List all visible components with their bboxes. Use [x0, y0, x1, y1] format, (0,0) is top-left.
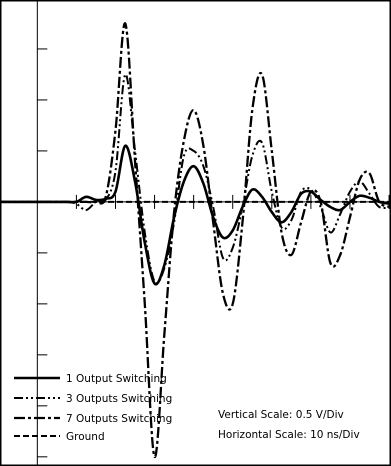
series-layer	[0, 22, 391, 458]
legend-label-1-output: 1 Output Switching	[66, 373, 167, 385]
horizontal-scale-note: Horizontal Scale: 10 ns/Div	[218, 429, 360, 441]
vertical-scale-note: Vertical Scale: 0.5 V/Div	[218, 409, 344, 421]
legend-label-3-outputs: 3 Outputs Switching	[66, 393, 172, 405]
legend-label-7-outputs: 7 Outputs Switching	[66, 413, 172, 425]
series-line-1-output-switching	[0, 144, 391, 286]
legend-label-ground: Ground	[66, 431, 105, 443]
series-line-7-outputs-switching	[0, 22, 391, 458]
legend: 1 Output Switching 3 Outputs Switching 7…	[14, 373, 172, 443]
